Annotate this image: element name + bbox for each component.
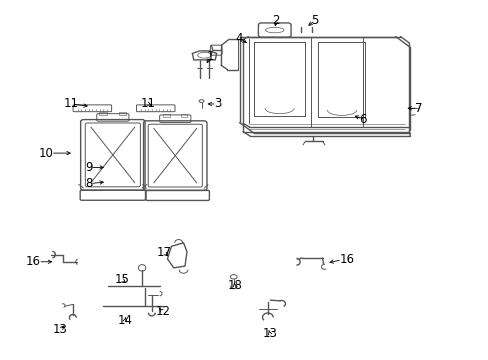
- Text: 4: 4: [235, 32, 243, 45]
- Text: 2: 2: [272, 14, 279, 27]
- Text: 9: 9: [85, 161, 92, 174]
- Text: 12: 12: [155, 306, 170, 319]
- Text: 16: 16: [339, 253, 354, 266]
- Text: 6: 6: [358, 113, 366, 126]
- Text: 7: 7: [414, 102, 422, 115]
- Bar: [99, 112, 106, 115]
- Text: 13: 13: [262, 327, 277, 340]
- Text: 1: 1: [206, 50, 214, 63]
- Bar: [163, 114, 169, 117]
- Bar: [119, 112, 126, 115]
- Text: 13: 13: [53, 323, 67, 336]
- Text: 16: 16: [26, 255, 41, 268]
- Text: 11: 11: [64, 98, 79, 111]
- Text: 14: 14: [117, 314, 132, 327]
- Text: 3: 3: [214, 98, 221, 111]
- Text: 11: 11: [141, 98, 156, 111]
- Text: 8: 8: [85, 177, 92, 190]
- Text: 17: 17: [156, 246, 171, 259]
- Text: 18: 18: [227, 279, 242, 292]
- Bar: [180, 114, 187, 117]
- Text: 15: 15: [114, 273, 129, 286]
- Text: 5: 5: [311, 14, 318, 27]
- Text: 10: 10: [39, 147, 53, 159]
